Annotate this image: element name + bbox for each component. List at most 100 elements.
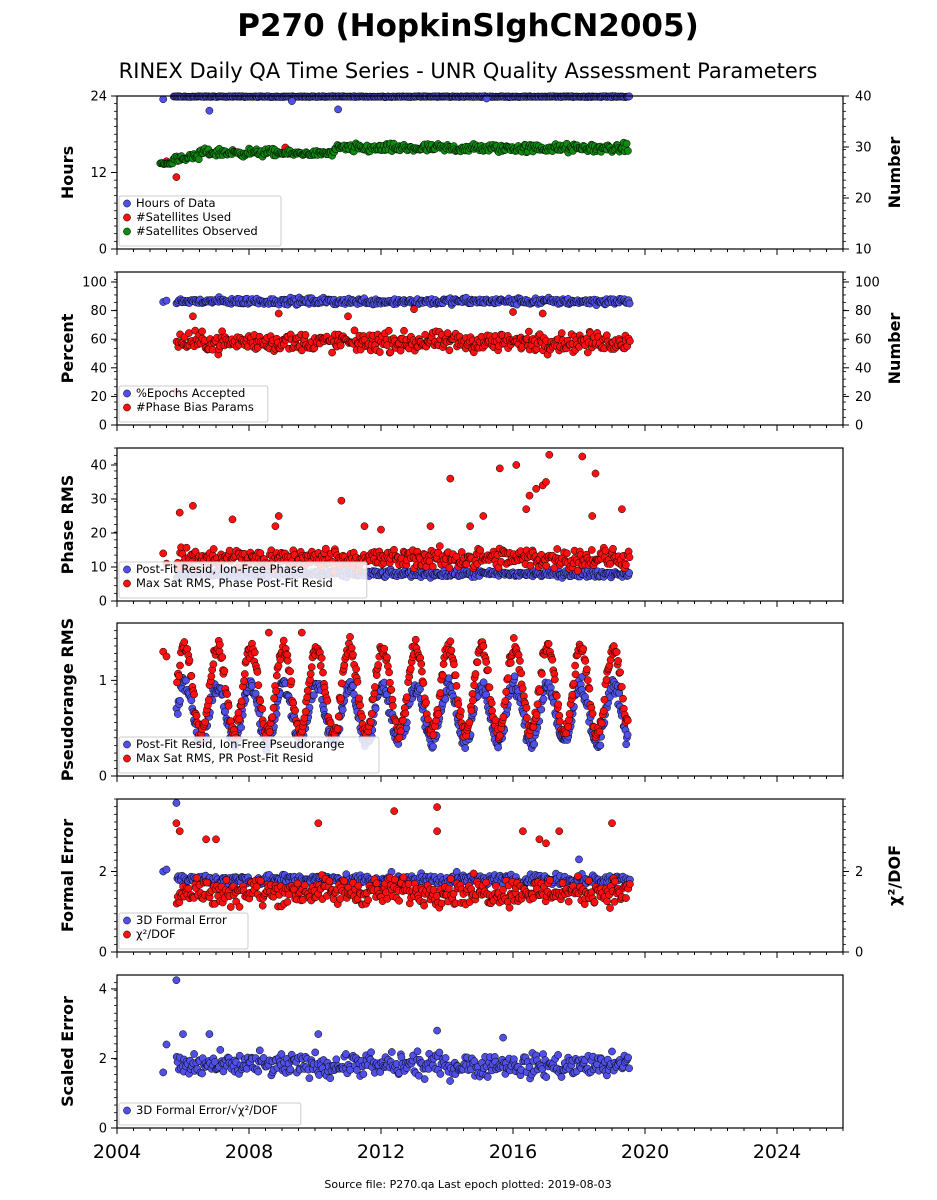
legend-marker-red — [123, 754, 131, 763]
legend-marker-blue — [123, 565, 131, 574]
marker-red — [564, 897, 573, 906]
outlier-blue — [482, 94, 491, 103]
y-tick-label: 0 — [99, 770, 107, 785]
outlier-red — [159, 549, 168, 558]
panel-1-points — [156, 92, 634, 181]
y-axis-label: Pseudorange RMS — [58, 618, 77, 781]
y-tick-label: 40 — [90, 459, 107, 474]
marker-blue — [622, 740, 631, 749]
marker-red — [222, 876, 231, 884]
y-tick-label: 2 — [99, 865, 107, 880]
legend-label: Post-Fit Resid, Ion-Free Phase — [136, 562, 304, 576]
marker-green — [624, 147, 632, 155]
marker-blue — [237, 723, 245, 732]
outlier-red — [433, 827, 441, 836]
marker-red — [176, 661, 184, 670]
marker-red — [505, 903, 514, 912]
outlier-blue — [162, 865, 171, 874]
outlier-red — [271, 522, 280, 531]
marker-red — [597, 719, 606, 728]
marker-red — [473, 658, 482, 667]
outlier-blue — [288, 97, 296, 105]
marker-red — [402, 693, 411, 702]
marker-red — [208, 345, 217, 354]
outlier-red — [433, 803, 441, 811]
marker-red — [372, 671, 381, 679]
marker-red — [209, 545, 218, 553]
marker-red — [287, 677, 296, 686]
outlier-blue — [575, 855, 583, 864]
marker-red — [623, 716, 632, 725]
marker-red — [434, 710, 443, 718]
marker-red — [303, 686, 312, 695]
marker-blue — [539, 695, 548, 703]
marker-red — [522, 703, 531, 712]
marker-red — [552, 692, 561, 700]
marker-red — [446, 637, 455, 646]
marker-red — [569, 679, 578, 688]
marker-red — [333, 725, 342, 733]
marker-red — [429, 731, 438, 739]
marker-red — [506, 658, 515, 667]
marker-red — [436, 689, 445, 697]
marker-red — [554, 700, 563, 709]
y-axis-label-right: Number — [885, 137, 904, 209]
marker-red — [356, 701, 364, 710]
outlier-blue — [205, 106, 214, 115]
marker-red — [325, 877, 334, 886]
marker-red — [565, 710, 574, 718]
marker-red — [585, 876, 593, 885]
outlier-blue — [162, 296, 171, 305]
y-right-tick-label: 100 — [855, 276, 880, 291]
marker-red — [395, 896, 403, 905]
marker-red — [609, 544, 617, 553]
marker-red — [387, 685, 396, 694]
legend-label: Max Sat RMS, PR Post-Fit Resid — [136, 751, 313, 765]
marker-red — [224, 702, 233, 710]
marker-red — [385, 668, 393, 677]
marker-red — [626, 337, 634, 345]
marker-red — [374, 661, 383, 669]
marker-red — [307, 663, 316, 671]
outlier-red — [189, 312, 197, 321]
marker-red — [447, 646, 456, 655]
marker-red — [625, 553, 634, 562]
figure-title: P270 (HopkinSlghCN2005) — [237, 8, 699, 44]
marker-red — [337, 679, 346, 688]
outlier-red — [297, 628, 306, 637]
marker-red — [517, 669, 526, 678]
marker-red — [193, 873, 201, 882]
y-axis-label-right: Number — [885, 313, 904, 385]
marker-red — [606, 560, 615, 568]
marker-red — [336, 341, 345, 350]
marker-red — [445, 563, 454, 572]
marker-red — [218, 653, 227, 661]
outlier-blue — [334, 105, 342, 114]
marker-red — [551, 675, 559, 684]
marker-red — [258, 901, 267, 910]
marker-blue — [623, 730, 632, 739]
marker-red — [420, 901, 428, 910]
marker-red — [283, 656, 292, 665]
marker-red — [617, 683, 626, 691]
outlier-red — [542, 478, 550, 486]
legend-marker-red — [123, 403, 131, 412]
marker-red — [590, 898, 599, 906]
marker-blue — [596, 741, 605, 750]
outlier-red — [618, 505, 626, 514]
marker-red — [482, 658, 491, 666]
outlier-red — [532, 484, 540, 493]
marker-red — [352, 665, 360, 673]
y-tick-label: 80 — [90, 304, 107, 319]
marker-red — [482, 878, 490, 887]
marker-red — [435, 542, 444, 550]
legend-label: Max Sat RMS, Phase Post-Fit Resid — [136, 576, 333, 590]
marker-red — [254, 681, 263, 690]
marker-red — [323, 696, 332, 705]
marker-red — [371, 683, 379, 691]
marker-red — [209, 660, 218, 669]
legend: Post-Fit Resid, Ion-Free PseudorangeMax … — [118, 736, 380, 774]
